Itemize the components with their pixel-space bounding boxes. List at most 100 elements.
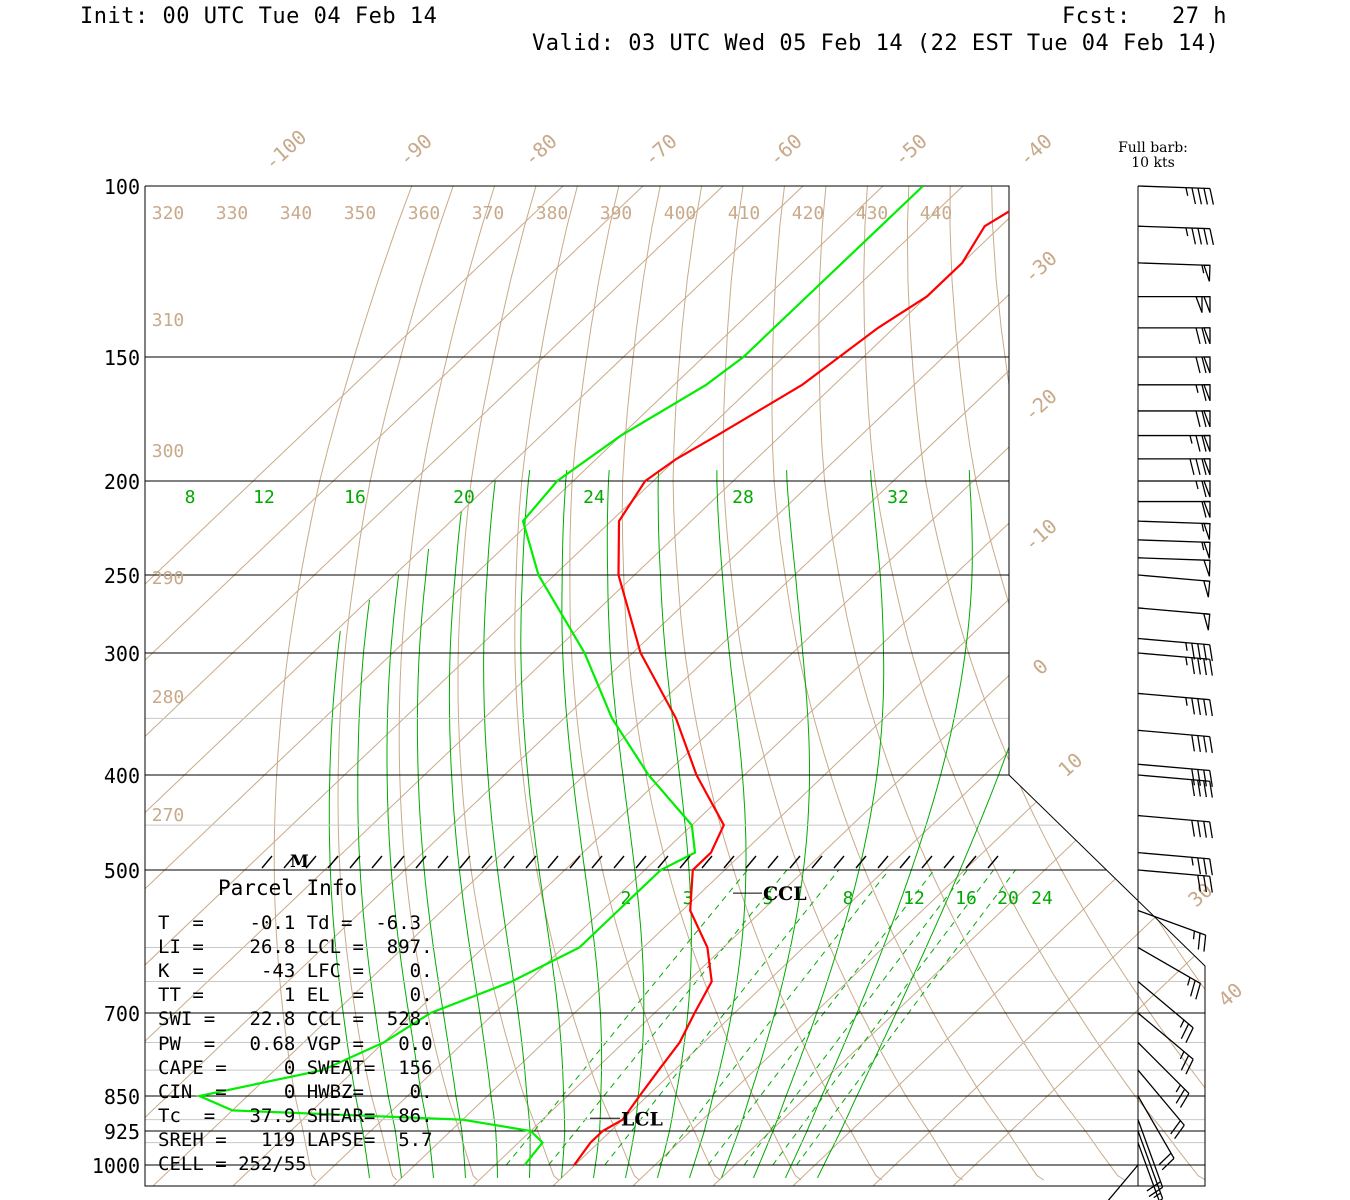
pressure-tick-label: 200 xyxy=(104,470,140,494)
parcel-info-row: TT = 1 EL = 0. xyxy=(158,984,433,1007)
moist-adiabat-line xyxy=(520,470,566,1178)
temperature-profile xyxy=(573,186,1052,1166)
theta-label: 420 xyxy=(792,203,825,224)
melting-level-hatch xyxy=(327,855,339,869)
melting-level-hatch xyxy=(745,855,757,869)
wind-barb xyxy=(1137,814,1213,839)
theta-label: 290 xyxy=(152,568,185,589)
wind-barb xyxy=(1137,1012,1194,1075)
parcel-info-row: CAPE = 0 SWEAT= 156 xyxy=(158,1056,433,1079)
isotherm-line xyxy=(552,186,1205,1186)
theta-label: 430 xyxy=(856,203,889,224)
parcel-info-row: SREH = 119 LAPSE= 5.7 xyxy=(158,1128,433,1151)
lcl-label: LCL xyxy=(621,1108,663,1130)
isotherm-line xyxy=(145,186,804,1186)
parcel-info-row: SWI = 22.8 CCL = 528. xyxy=(158,1008,433,1031)
init-time: Init: 00 UTC Tue 04 Feb 14 xyxy=(80,4,438,29)
dry-adiabat-line xyxy=(514,186,640,1181)
dry-adiabat-line xyxy=(1031,186,1205,1181)
dry-adiabat-line xyxy=(398,186,502,1181)
isotherm-line xyxy=(632,186,1205,1186)
melting-level-hatch xyxy=(393,855,405,869)
parcel-info-title: Parcel Info xyxy=(218,876,358,900)
theta-label: 380 xyxy=(536,203,569,224)
dry-adiabat-line xyxy=(1194,186,1205,1181)
melting-level-hatch xyxy=(833,855,845,869)
wind-barb xyxy=(1137,1069,1185,1139)
theta-label: 410 xyxy=(728,203,761,224)
wind-barb xyxy=(1137,637,1213,662)
dry-adiabat-line xyxy=(1318,164,1350,1180)
isotherm-line xyxy=(472,186,1205,1186)
isotherm-label: 40 xyxy=(1213,978,1247,1012)
moist-adiabat-line xyxy=(448,511,498,1178)
wind-barb xyxy=(1137,851,1213,876)
parcel-info-row: T = -0.1 Td = -6.3 xyxy=(158,912,422,934)
melting-level-hatch xyxy=(591,855,603,869)
barb-key-line1: Full barb: xyxy=(1118,140,1188,156)
wind-barb xyxy=(1137,607,1211,631)
isotherm-label: -100 xyxy=(259,125,311,175)
mixing-ratio-label: 8 xyxy=(843,888,854,909)
wind-barb xyxy=(1137,774,1213,798)
pressure-tick-label: 400 xyxy=(104,764,140,788)
theta-label: 280 xyxy=(152,687,185,708)
pressure-tick-label: 925 xyxy=(104,1120,140,1144)
isotherm-line xyxy=(145,186,724,1186)
wind-barb xyxy=(1137,1042,1190,1108)
m-label: M xyxy=(290,852,309,872)
isotherm-line xyxy=(792,186,1205,1186)
wind-barb xyxy=(1137,909,1207,952)
melting-level-hatch xyxy=(547,855,559,869)
theta-label: 370 xyxy=(472,203,505,224)
dry-adiabat-line xyxy=(621,186,802,1181)
melting-level-hatch xyxy=(305,855,317,869)
dry-adiabat-line xyxy=(722,186,964,1181)
isotherm-line xyxy=(392,186,1205,1186)
wind-barb xyxy=(1138,434,1211,452)
parcel-info-row: LI = 26.8 LCL = 897. xyxy=(158,936,433,959)
mixing-ratio-line xyxy=(707,869,935,1166)
moist-adiabat-line xyxy=(817,470,1076,1179)
wind-barb xyxy=(1138,384,1211,402)
moist-adiabat-line xyxy=(785,470,973,1179)
parcel-info-row: Tc = 37.9 SHEAR= 86. xyxy=(158,1104,433,1127)
dry-adiabat-line xyxy=(457,186,559,1181)
moist-adiabat-line xyxy=(357,599,402,1178)
parcel-info-row: PW = 0.68 VGP = 0.0 xyxy=(158,1032,433,1055)
wind-barb xyxy=(1137,262,1211,282)
wind-barb xyxy=(1138,295,1211,313)
moist-adiabat-label: 24 xyxy=(583,487,605,508)
wind-barb xyxy=(1137,574,1211,598)
isotherm-line xyxy=(312,186,1205,1186)
dry-adiabat-line xyxy=(949,186,1205,1181)
barb-key-line2: 10 kts xyxy=(1131,155,1175,171)
dry-adiabat-line xyxy=(337,186,462,1181)
melting-level-hatch xyxy=(613,855,625,869)
wind-barb xyxy=(1137,946,1201,1000)
parcel-info-row: CIN = 0 HWBZ= 0. xyxy=(158,1080,433,1103)
melting-level-hatch xyxy=(701,855,713,869)
dry-adiabat-line xyxy=(569,186,721,1181)
melting-level-hatch xyxy=(569,855,581,869)
melting-level-hatch xyxy=(437,855,449,869)
pressure-tick-label: 250 xyxy=(104,564,140,588)
dry-adiabat-line xyxy=(1153,186,1205,1181)
theta-label: 350 xyxy=(344,203,377,224)
melting-level-hatch xyxy=(261,855,273,869)
melting-level-hatch xyxy=(459,855,471,869)
wind-barb xyxy=(1137,539,1211,559)
isotherm-line xyxy=(952,186,1205,1186)
wind-barb xyxy=(1137,225,1215,245)
dry-adiabat-line xyxy=(771,186,1045,1181)
mixing-ratio-line xyxy=(772,869,994,1166)
isotherm-line xyxy=(712,186,1205,1186)
moist-adiabat-line xyxy=(753,470,885,1179)
pressure-tick-label: 850 xyxy=(104,1085,140,1109)
theta-label: 270 xyxy=(152,805,185,826)
theta-label: 300 xyxy=(152,441,185,462)
pressure-tick-label: 100 xyxy=(104,175,140,199)
theta-label: 360 xyxy=(408,203,441,224)
plot-border xyxy=(144,185,1206,1187)
